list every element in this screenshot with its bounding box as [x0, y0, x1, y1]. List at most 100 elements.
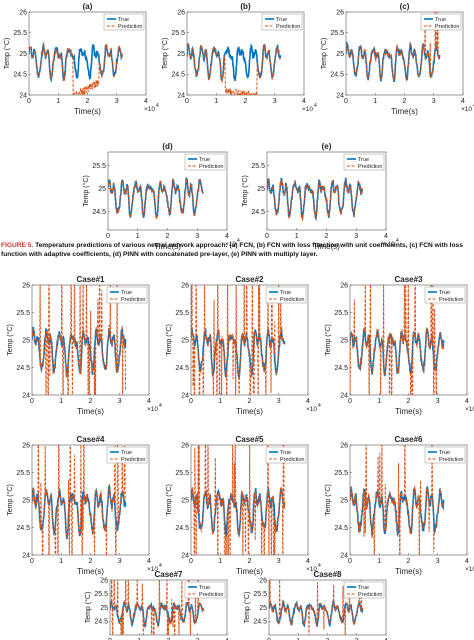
x-axis-label: Time(s)	[395, 567, 422, 576]
x-tick-label: 0	[30, 398, 34, 405]
y-tick-label: 24.5	[175, 525, 189, 532]
x-tick-label: 4	[225, 638, 229, 640]
y-tick-label: 25	[336, 51, 344, 58]
x-tick-label: 0	[27, 98, 31, 105]
y-tick-label: 24.5	[175, 365, 189, 372]
x-exponent: ×10	[147, 566, 158, 573]
x-tick-label: 0	[348, 558, 352, 565]
y-tick-label: 25.5	[251, 163, 265, 170]
y-tick-label: 24	[22, 552, 30, 559]
y-tick-label: 26	[181, 282, 189, 289]
y-tick-label: 25	[177, 51, 185, 58]
y-tick-label: 26	[22, 442, 30, 449]
caption-label: FIGURE 5.	[1, 242, 34, 249]
x-tick-label: 3	[118, 398, 122, 405]
y-tick-label: 25.5	[13, 30, 27, 37]
x-tick-label: 0	[189, 398, 193, 405]
chart-panel: (a) 0 1 2 3 4 24 24.5 25 25.5 26 ×10 4 Time(s) Temp (°…	[3, 2, 159, 116]
chart-title: (d)	[162, 142, 173, 151]
y-tick-label: 24.5	[171, 72, 185, 79]
true-series-line	[32, 485, 127, 540]
x-tick-label: 3	[436, 558, 440, 565]
x-tick-label: 3	[273, 98, 277, 105]
chart-title: Case#8	[313, 570, 342, 579]
y-tick-label: 24.5	[334, 525, 348, 532]
x-tick-label: 2	[89, 558, 93, 565]
x-exponent: ×10	[144, 106, 155, 113]
chart-panel: Case#3012342424.52525.526×104Time(s)Temp…	[324, 275, 474, 416]
x-exponent-power: 4	[159, 403, 162, 409]
y-tick-label: 25	[257, 186, 265, 193]
x-exponent: ×10	[302, 106, 313, 113]
x-axis-label: Time(s)	[77, 567, 104, 576]
legend-label-true: True	[121, 290, 132, 296]
legend-label-true: True	[358, 157, 369, 163]
legend-label-prediction: Prediction	[276, 24, 300, 30]
x-tick-label: 0	[344, 98, 348, 105]
series-group	[191, 285, 286, 395]
x-tick-label: 4	[144, 98, 148, 105]
series-group	[32, 285, 127, 395]
y-tick-label: 26	[22, 282, 30, 289]
series-group	[350, 285, 445, 395]
x-axis-label: Time(s)	[236, 407, 263, 416]
y-axis-label: Temp (°C)	[82, 175, 90, 207]
y-tick-label: 26	[259, 577, 267, 584]
x-tick-label: 0	[267, 638, 271, 640]
y-tick-label: 24.5	[94, 619, 108, 626]
legend-label-prediction: Prediction	[118, 24, 142, 30]
x-tick-label: 2	[166, 233, 170, 240]
prediction-series-line	[110, 580, 205, 635]
x-tick-label: 1	[218, 398, 222, 405]
x-exponent-power: 4	[318, 563, 321, 569]
y-tick-label: 25.5	[175, 470, 189, 477]
chart-title: (e)	[322, 142, 332, 151]
x-axis-label: Time(s)	[74, 107, 101, 116]
legend-label-prediction: Prediction	[439, 457, 463, 463]
y-tick-label: 25	[98, 186, 106, 193]
prediction-series-line	[32, 285, 127, 395]
y-tick-label: 24	[181, 392, 189, 399]
x-tick-label: 2	[167, 638, 171, 640]
figure-caption: FIGURE 5. Temperature predictions of var…	[1, 241, 473, 259]
y-tick-label: 24.5	[92, 209, 106, 216]
x-tick-label: 1	[296, 638, 300, 640]
x-tick-label: 2	[407, 558, 411, 565]
y-tick-label: 25.5	[253, 591, 267, 598]
legend-label-prediction: Prediction	[121, 297, 145, 303]
chart-title: (a)	[83, 2, 93, 11]
x-axis-label: Time(s)	[236, 567, 263, 576]
x-tick-label: 3	[354, 233, 358, 240]
x-exponent: ×10	[306, 566, 317, 573]
x-tick-label: 4	[465, 398, 469, 405]
y-tick-label: 24.5	[330, 72, 344, 79]
x-tick-label: 1	[218, 558, 222, 565]
y-tick-label: 24.5	[334, 365, 348, 372]
y-tick-label: 25	[181, 497, 189, 504]
y-tick-label: 24.5	[16, 525, 30, 532]
series-group	[350, 445, 445, 555]
series-group	[269, 580, 364, 635]
x-tick-label: 2	[248, 398, 252, 405]
legend-label-true: True	[199, 585, 210, 591]
y-tick-label: 26	[177, 9, 185, 16]
x-tick-label: 2	[407, 398, 411, 405]
chart-panel: Case#5 0 1 2 3 4 24 24.5 25 25.5 26 ×10 4 Time(s) Temp…	[165, 435, 321, 576]
y-axis-label: Temp (°C)	[6, 324, 14, 356]
series-group	[29, 41, 124, 95]
y-tick-label: 25.5	[330, 30, 344, 37]
x-tick-label: 4	[306, 398, 310, 405]
legend-label-true: True	[358, 585, 369, 591]
prediction-series-line	[191, 285, 286, 395]
y-tick-label: 24.5	[251, 209, 265, 216]
y-tick-label: 26	[100, 577, 108, 584]
x-tick-label: 1	[295, 233, 299, 240]
x-exponent-power: 4	[396, 238, 399, 244]
y-tick-label: 25	[100, 605, 108, 612]
x-tick-label: 3	[432, 98, 436, 105]
x-axis-label: Time(s)	[154, 242, 181, 251]
y-tick-label: 24	[340, 552, 348, 559]
chart-title: Case#3	[394, 275, 423, 284]
